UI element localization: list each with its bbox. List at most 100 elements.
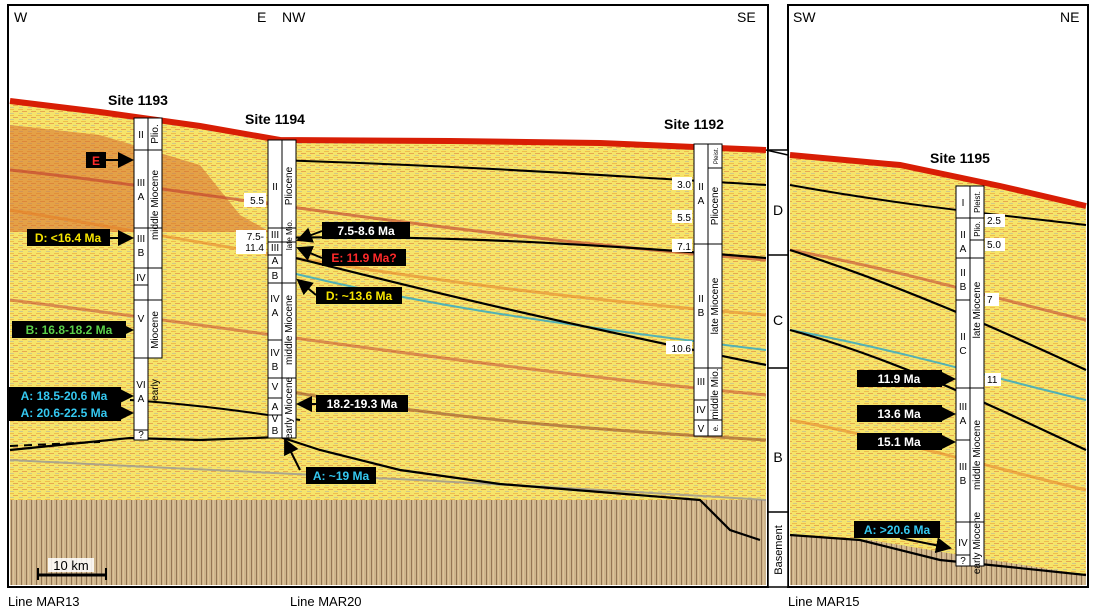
unit-label: B [272,271,279,282]
unit-label: B [698,308,705,319]
age-label: middle Mio. [710,368,721,419]
scale-bar: 10 km [37,558,107,580]
depth-label: 5.5 [250,196,264,207]
site-1194-title: Site 1194 [245,111,305,127]
unit-label: A [960,416,967,427]
unit-label: B [272,426,279,437]
column-site-1194: II III III A B IV A IV B V A V B Pliocen… [236,139,297,439]
unit-label: II [960,230,966,241]
age-label: early Miocene [972,511,983,574]
megasequence-D: D [773,202,783,218]
seafloor-reflector [789,152,1087,209]
stratum-line [789,418,1087,492]
orientation-nw: NW [282,9,306,25]
depth-label: 5.0 [987,240,1001,251]
unit-label: V [272,414,279,425]
label-e-1193: E [92,154,100,168]
age-label: middle Miocene [284,295,295,365]
stratum-line [279,269,767,351]
unit-label: V [138,314,145,325]
megasequence-basement: Basement [773,525,785,575]
age-label: Plio. [150,124,161,143]
unit-label: A [960,244,967,255]
basement-line [789,533,1087,577]
label-1194-18219: 18.2-19.3 Ma [327,397,398,411]
depth-label: 7.1 [677,242,691,253]
unit-label: A [138,394,145,405]
unit-label: VI [136,380,145,391]
depth-label: 7 [987,295,993,306]
stratum-line [9,298,767,397]
unit-label: II [960,332,966,343]
unit-label: II [960,268,966,279]
depth-label: 7.5- [247,232,264,243]
unit-label: A [698,196,705,207]
age-label: Pleist. [714,148,720,165]
unit-label: III [137,178,145,189]
stratum-line [789,329,1087,401]
unit-label: C [959,346,966,357]
orientation-se: SE [737,9,756,25]
site-1192-title: Site 1192 [664,116,724,132]
label-d-1193: D: <16.4 Ma [35,231,102,245]
unit-label: III [697,377,705,388]
left-panel [7,4,769,588]
unit-label: III [959,462,967,473]
label-1195-119: 11.9 Ma [878,372,921,386]
age-label: late Miocene [710,277,721,334]
orientation-w: W [14,9,28,25]
left-basement-fill [10,500,766,585]
orientation-ne: NE [1060,9,1079,25]
unit-label: I [962,198,965,209]
unit-label: II [698,294,704,305]
label-a-1195: A: >20.6 Ma [864,523,931,537]
age-label: Miocene [150,311,161,349]
unit-label: IV [136,273,146,284]
megasequence-column: D C B Basement [765,149,789,588]
age-label: late Mio. [285,220,294,250]
unit-label: ? [138,430,144,441]
label-a-1194: A: ~19 Ma [313,469,370,483]
unit-label: II [272,182,278,193]
unit-label: II [698,182,704,193]
unit-label: V [272,382,279,393]
unit-label: V [698,424,705,435]
label-e-1193-box [86,152,106,168]
line-mar13-label: Line MAR13 [8,594,80,609]
unit-label: IV [270,348,280,359]
age-label: early [150,379,161,401]
site-1195-title: Site 1195 [930,150,990,166]
basement-dashed [9,441,101,447]
unit-label: III [271,243,279,254]
line-mar15-label: Line MAR15 [788,594,860,609]
unit-label: II [138,130,144,141]
column-site-1193: II III A III B IV V VI A ? Plio. middle … [133,117,163,441]
unit-label: III [959,402,967,413]
label-1195-136: 13.6 Ma [877,407,921,421]
megasequence-B: B [773,449,782,465]
depth-label: 5.5 [677,213,691,224]
unit-label: B [960,476,967,487]
horizon-line [789,248,1087,371]
label-a2-1193: A: 20.6-22.5 Ma [21,406,108,420]
label-d-1194: D: ~13.6 Ma [326,289,393,303]
unit-label: A [272,256,279,267]
age-label: Pleist. [973,191,982,213]
label-a1-1193: A: 18.5-20.6 Ma [21,389,108,403]
unit-label: IV [270,294,280,305]
depth-label: 3.0 [677,180,691,191]
column-site-1195: I II A II B II C III A III B IV ? Pleist… [955,185,1005,574]
orientation-sw: SW [793,9,816,25]
unit-label: A [272,402,279,413]
label-e-1194: E: 11.9 Ma? [331,251,396,265]
label-b-1193: B: 16.8-18.2 Ma [26,323,113,337]
column-site-1192: II A II B III IV V Pleist. Pliocene late… [666,143,723,437]
age-label: Plio. [973,221,982,237]
unit-label: A [272,308,279,319]
unit-label: III [137,234,145,245]
age-label: early Miocene [284,376,295,439]
unit-label: III [271,230,279,241]
stratum-line [9,208,767,317]
age-label: middle Miocene [150,170,161,240]
